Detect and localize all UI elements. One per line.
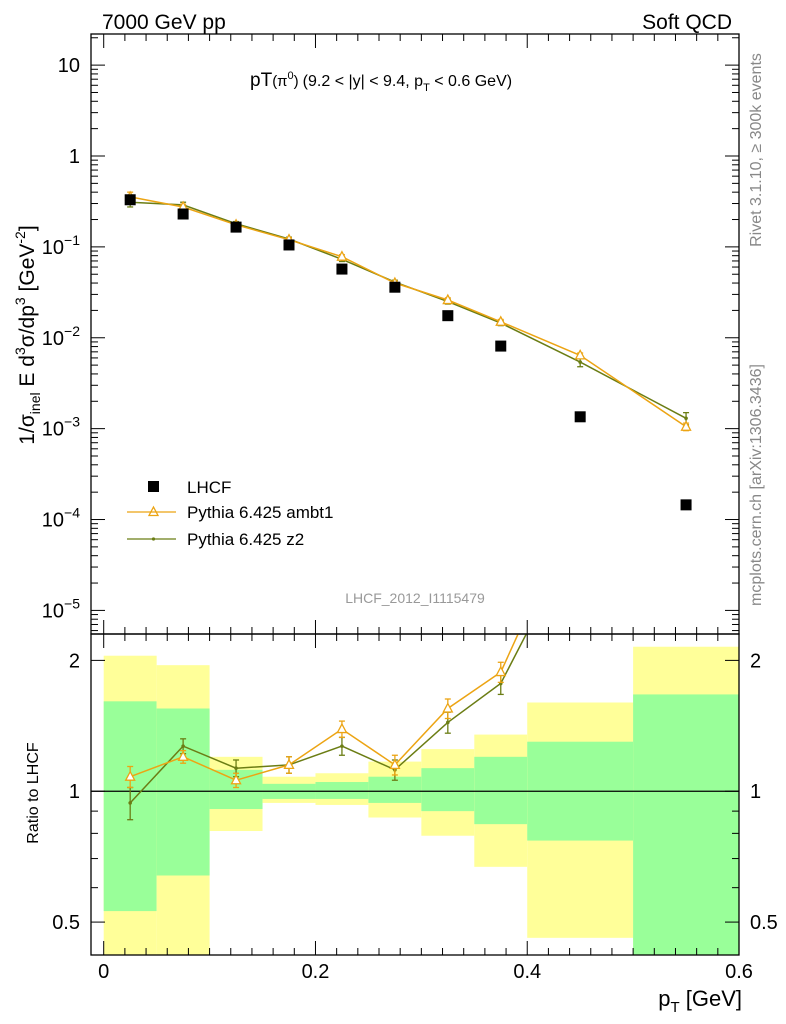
ratio-y-tick-label-right: 1	[750, 781, 761, 803]
ratio-y-tick-label-right: 2	[750, 650, 761, 672]
ratio-y-tick-label-right: 0.5	[750, 912, 778, 934]
data-point-ambt1	[495, 315, 507, 326]
data-point-ambt1	[680, 420, 692, 431]
x-tick-label: 0	[98, 961, 109, 983]
legend-marker-ambt1	[147, 505, 160, 517]
data-point-lhcf	[389, 281, 401, 293]
data-point-ambt1	[230, 773, 242, 785]
ratio-frame	[90, 633, 740, 956]
plot-title: pT(π0) (9.2 < |y| < 9.4, pT < 0.6 GeV)	[250, 70, 512, 94]
x-tick-label: 0.6	[725, 961, 753, 983]
data-point-z2	[128, 801, 132, 805]
y-tick-label: 10−4	[42, 505, 80, 532]
data-point-lhcf	[574, 411, 586, 423]
data-point-ambt1	[574, 348, 586, 360]
ratio-panel: 2 2 1 1 0.5 0.5 0 0.2 0.4 0.6	[52, 633, 778, 983]
data-point-z2	[181, 744, 185, 748]
analysis-id-label: LHCF_2012_I1115479	[345, 590, 485, 606]
uncertainty-band-inner	[633, 694, 739, 955]
legend-label-ambt1: Pythia 6.425 ambt1	[187, 503, 333, 522]
data-point-z2	[684, 416, 688, 421]
y-tick-label: 1	[69, 146, 80, 168]
header-left: 7000 GeV pp	[102, 11, 226, 34]
legend-marker-lhcf	[148, 481, 159, 492]
y-tick-label: 10	[58, 55, 80, 77]
ratio-y-tick-label: 0.5	[52, 912, 80, 934]
uncertainty-band-inner	[421, 768, 475, 812]
data-point-ambt1	[442, 702, 454, 713]
uncertainty-band-inner	[474, 756, 528, 825]
data-point-lhcf	[283, 239, 295, 251]
data-point-lhcf	[680, 499, 692, 511]
ratio-y-axis-label: Ratio to LHCF	[25, 742, 42, 844]
data-point-lhcf	[442, 310, 454, 322]
legend-marker-z2	[151, 537, 156, 541]
y-tick-label: 10−1	[42, 232, 80, 259]
ratio-y-tick-label: 2	[69, 650, 80, 672]
data-point-ambt1	[177, 750, 189, 761]
data-point-ambt1	[389, 758, 401, 770]
y-axis-label: 1/σinel E d3σ/dp3 [GeV-2]	[12, 225, 43, 444]
data-point-z2	[578, 360, 582, 364]
y-tick-label: 10−5	[42, 595, 80, 622]
rivet-version-label: Rivet 3.1.10, ≥ 300k events	[748, 53, 765, 247]
legend-label-lhcf: LHCF	[187, 478, 231, 497]
data-point-z2	[234, 766, 238, 770]
legend: LHCF Pythia 6.425 ambt1 Pythia 6.425 z2	[127, 478, 333, 549]
series-line-pythia-6-425-ambt1	[130, 196, 687, 428]
mcplots-label: mcplots.cern.ch [arXiv:1306.3436]	[748, 364, 765, 606]
uncertainty-band-inner	[156, 708, 210, 876]
data-point-ambt1	[336, 250, 348, 261]
data-point-z2	[340, 744, 344, 748]
data-point-lhcf	[124, 194, 136, 206]
data-point-ambt1	[124, 770, 136, 781]
data-point-ambt1	[283, 758, 295, 770]
uncertainty-band-inner	[315, 782, 369, 799]
legend-label-z2: Pythia 6.425 z2	[187, 530, 304, 549]
data-point-ambt1	[336, 722, 348, 734]
data-point-lhcf	[230, 221, 242, 233]
data-point-ambt1	[495, 665, 507, 677]
data-point-ambt1	[442, 293, 454, 305]
data-point-lhcf	[177, 208, 189, 220]
uncertainty-band-inner	[368, 776, 422, 803]
data-point-lhcf	[336, 263, 348, 275]
series-line-pythia-6-425-z2	[130, 201, 687, 419]
x-axis-label: pT [GeV]	[658, 986, 742, 1016]
ratio-y-tick-label: 1	[69, 781, 80, 803]
y-tick-label: 10−3	[42, 414, 80, 441]
main-panel: 10 1 10−1 10−2 10−3 10−4 10−5	[42, 33, 740, 635]
x-tick-label: 0.2	[302, 961, 330, 983]
y-tick-label: 10−2	[42, 323, 80, 350]
header-right: Soft QCD	[642, 11, 732, 34]
data-point-z2	[446, 720, 450, 725]
x-tick-label: 0.4	[513, 961, 541, 983]
data-point-lhcf	[495, 340, 507, 352]
ratio-series-group	[124, 634, 528, 821]
